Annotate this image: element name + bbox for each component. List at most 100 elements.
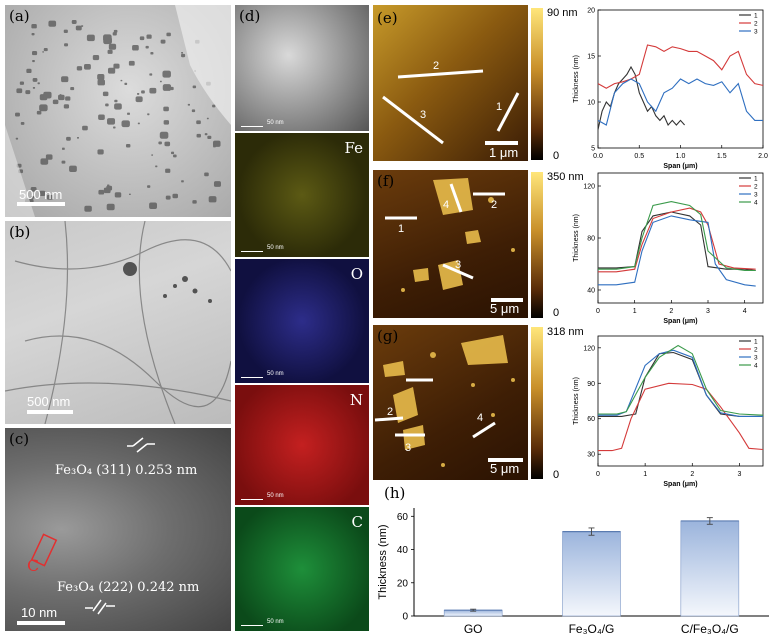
y-axis-label: Thickness (nm) [573,55,580,103]
y-tick-label: 0 [402,612,408,623]
x-axis-label: Span (μm) [663,163,697,170]
series-line-1 [597,65,686,130]
afm-e-zmin: 0 [553,150,560,162]
y-axis-label: Thickness (nm) [573,377,580,425]
afm-e-label: (e) [377,9,398,27]
x-tick-label: 1.0 [676,153,686,160]
afm-g-line-2: 2 [387,406,393,418]
afm-e-line-3: 3 [420,109,426,121]
legend-entry-3: 3 [754,192,758,199]
series-line-2 [598,382,764,452]
afm-colorbar-g [531,327,543,479]
element-label-o: O [350,265,363,283]
afm-colorbar-f [531,172,543,318]
afm-image-e: 2 3 1 (e) 1 μm [373,5,528,161]
legend-entry-3: 3 [754,355,758,362]
x-tick-label: 1.5 [717,153,727,160]
afm-f-line-4: 4 [443,199,449,211]
bar-chart-label: (h) [384,484,406,502]
x-tick-label: 0 [596,308,600,315]
scale-bar-label: 5 μm [490,461,520,476]
y-tick-label: 20 [397,578,409,589]
y-tick-label: 120 [583,184,595,191]
legend-entry-3: 3 [754,29,758,36]
eds-map-o: O 50 nm [235,259,369,383]
tem-b-label: (b) [9,223,31,241]
tem-panel-a: (a) 500 nm [5,5,231,217]
scale-bar [241,377,263,378]
afm-g-zmax: 318 nm [547,326,584,338]
legend-entry-4: 4 [754,363,758,370]
x-tick-label: 0.0 [593,153,603,160]
scale-bar-label: 50 nm [267,120,284,126]
y-tick-label: 10 [587,100,595,107]
tem-a-particles [5,5,231,217]
eds-d-label: (d) [239,7,261,25]
carbon-label: C [27,556,40,575]
category-label-0: GO [464,622,483,636]
x-tick-label: 2 [669,308,673,315]
y-tick-label: 40 [397,545,409,556]
x-tick-label: 1 [643,471,647,478]
afm-e-profiles: 2 3 1 [382,60,520,145]
x-tick-label: 4 [743,308,747,315]
afm-g-line-4: 4 [477,412,483,424]
thickness-profile-chart-e: 0.0 0.5 1.0 1.5 2.0 5 10 15 20 Span (μm) Thickness… [573,8,768,171]
afm-f-line-2: 2 [491,199,497,211]
y-tick-label: 60 [397,512,409,523]
scale-bar-label: 50 nm [267,371,284,377]
afm-image-g: 2 3 4 (g) 5 μm [373,325,528,480]
y-axis-label: Thickness (nm) [573,214,580,262]
scale-bar [17,202,65,206]
x-tick-label: 2.0 [758,153,768,160]
x-axis-label: Span (μm) [663,481,697,488]
afm-g-zmin: 0 [553,469,560,481]
legend-entry-1: 1 [754,339,758,346]
series-line-1 [598,211,756,272]
afm-e-line-2: 2 [433,60,439,72]
series-line-4 [598,344,764,416]
scale-bar [241,499,263,500]
scale-bar [17,621,65,625]
y-tick-label: 120 [583,345,595,352]
scale-bar-label: 5 μm [490,301,520,316]
category-label-1: Fe₃O₄/G [569,622,615,636]
series-line-3 [598,349,763,417]
scale-bar [27,410,73,414]
x-tick-label: 1 [633,308,637,315]
legend-entry-4: 4 [754,200,758,207]
element-label-fe: Fe [344,139,363,157]
legend-entry-2: 2 [754,184,758,191]
scale-bar [241,625,263,626]
afm-colorbar-e [531,8,543,160]
tem-a-label: (a) [9,7,30,25]
tem-c-label: (c) [9,430,30,448]
afm-e-line-1: 1 [496,101,502,113]
y-tick-label: 60 [587,416,595,423]
plot-frame [597,335,764,467]
scale-bar-label: 50 nm [267,245,284,251]
scale-bar [241,126,263,127]
y-axis-label: Thickness (nm) [377,524,389,599]
y-tick-label: 15 [587,54,595,61]
x-tick-label: 0.5 [634,153,644,160]
element-label-n: N [349,391,363,409]
legend-entry-2: 2 [754,21,758,28]
scale-bar-label: 50 nm [267,619,284,625]
legend-entry-2: 2 [754,347,758,354]
series-line-2 [598,207,756,273]
x-tick-label: 3 [737,471,741,478]
afm-f-label: (f) [377,172,395,190]
lattice-label-311: Fe₃O₄ (311) 0.253 nm [55,463,198,478]
afm-g-label: (g) [377,327,399,345]
legend-entry-1: 1 [754,176,758,183]
eds-map-fe: Fe 50 nm [235,133,369,257]
scale-bar [241,251,263,252]
afm-g-profiles: 2 3 4 [374,335,523,467]
scale-bar-label: 500 nm [27,394,71,409]
eds-map-n: N 50 nm [235,385,369,505]
lattice-label-222: Fe₃O₄ (222) 0.242 nm [57,580,200,595]
category-label-2: C/Fe₃O₄/G [681,622,739,636]
y-tick-label: 20 [587,8,595,15]
